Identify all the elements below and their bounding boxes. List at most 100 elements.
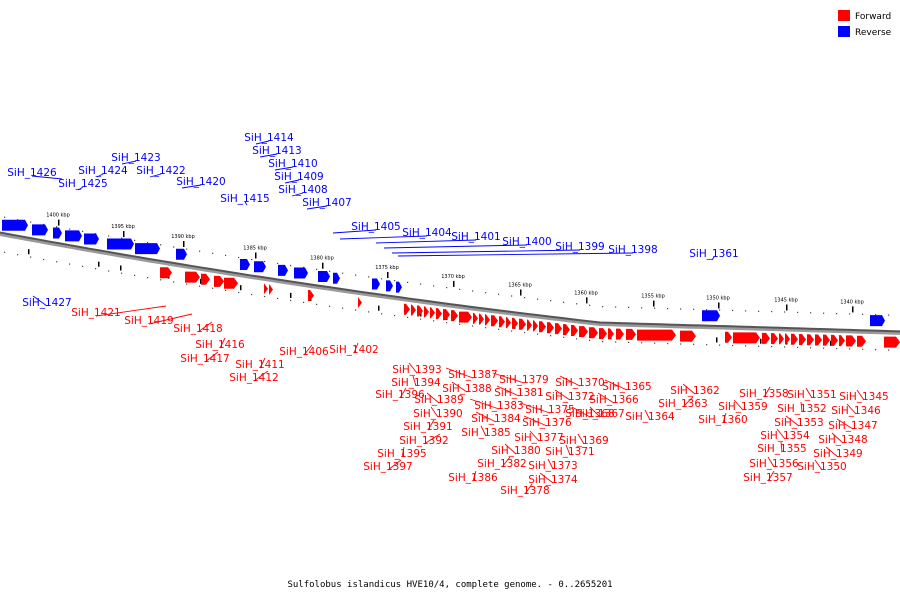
label-connector <box>253 370 269 382</box>
ruler-dot <box>56 261 58 263</box>
gene-arrow <box>791 333 798 345</box>
gene-label: SiH_1421 <box>71 307 120 319</box>
gene-arrow <box>506 317 511 329</box>
ruler-dot <box>680 343 682 345</box>
gene-arrow <box>185 271 200 283</box>
ruler-dot <box>251 258 253 261</box>
gene-label: SiH_1384 <box>471 413 521 425</box>
ruler-dot <box>82 265 84 267</box>
ruler-dot <box>485 327 487 329</box>
ruler-dot <box>485 292 487 294</box>
gene-label: SiH_1356 <box>749 458 799 470</box>
gene-label: SiH_1348 <box>818 434 867 446</box>
ruler-dot <box>602 341 604 343</box>
ruler-dot <box>82 230 84 232</box>
scale-label: 1400 kbp <box>46 213 70 219</box>
ruler-dot <box>732 344 734 347</box>
label-connector <box>197 321 213 333</box>
gene-label: SiH_1412 <box>229 372 278 384</box>
ruler-dot <box>277 262 279 265</box>
ruler-dot <box>537 298 539 300</box>
backbone-shadow <box>0 233 900 335</box>
ruler-dot <box>641 307 643 309</box>
ruler-dot <box>303 266 305 268</box>
ruler-dot <box>654 307 656 309</box>
scale-label: 1345 kbp <box>774 298 798 304</box>
gene-label: SiH_1369 <box>559 435 608 447</box>
label-connector <box>427 419 435 431</box>
ruler-dot <box>17 254 19 256</box>
ruler-dot <box>199 250 201 252</box>
legend-forward-label: Forward <box>855 12 891 22</box>
label-connector <box>399 387 407 399</box>
ruler-dot <box>472 290 474 292</box>
gene-arrow <box>459 311 472 323</box>
label-connector <box>303 344 313 356</box>
minor-tick <box>760 338 762 344</box>
gene-label: SiH_1352 <box>777 403 826 415</box>
ruler-dot <box>615 306 617 308</box>
label-connector <box>805 387 813 399</box>
ruler-dot <box>433 285 435 287</box>
label-connector <box>353 342 359 354</box>
ruler-dot <box>667 343 669 345</box>
gene-arrow <box>436 308 442 320</box>
ruler-dot <box>524 297 526 299</box>
label-connector <box>504 443 517 455</box>
label-connector <box>501 456 511 468</box>
gene-arrow <box>386 280 393 292</box>
scale-tick <box>718 302 720 309</box>
ruler-dot <box>862 348 864 350</box>
gene-label: SiH_1359 <box>718 401 767 413</box>
ruler-dot <box>732 309 734 312</box>
gene-label: SiH_1366 <box>589 394 639 406</box>
gene-label: SiH_1409 <box>274 171 323 183</box>
gene-label: SiH_1380 <box>491 445 540 457</box>
label-connector <box>77 186 84 191</box>
ruler-dot <box>758 345 760 347</box>
gene-arrow <box>616 328 624 340</box>
ruler-dot <box>641 342 643 344</box>
label-connector <box>332 229 377 234</box>
ruler-dot <box>368 311 370 313</box>
ruler-dot <box>342 307 344 309</box>
ruler-dot <box>95 268 97 270</box>
label-connector <box>244 201 248 206</box>
scale-tick <box>453 280 455 287</box>
label-connector <box>644 409 651 421</box>
ruler-dot <box>251 293 253 296</box>
gene-arrow <box>372 278 380 290</box>
minor-tick <box>716 337 718 343</box>
ruler-dot <box>576 338 578 340</box>
ruler-dot <box>693 308 695 310</box>
minor-tick <box>378 305 380 311</box>
gene-arrows <box>2 219 900 348</box>
ruler-dot <box>238 256 240 259</box>
ruler-dot <box>407 281 409 283</box>
label-connector <box>430 406 439 418</box>
label-connector <box>274 166 294 171</box>
ruler-dot <box>589 304 591 306</box>
gene-label: SiH_1419 <box>124 315 173 327</box>
ruler-dot <box>186 283 188 285</box>
ruler-dot <box>810 312 812 314</box>
ruler-dot <box>160 244 162 246</box>
ruler-dot <box>433 320 435 322</box>
label-connector <box>423 433 441 445</box>
scale-label: 1390 kbp <box>171 234 195 240</box>
scale-label: 1350 kbp <box>706 296 730 302</box>
scale-tick <box>322 262 324 269</box>
gene-arrow <box>563 324 570 336</box>
label-connector <box>148 313 193 325</box>
gene-arrow <box>2 219 28 231</box>
legend-forward-swatch <box>838 10 850 21</box>
gene-arrow <box>519 318 526 330</box>
gene-arrow <box>831 334 838 346</box>
ruler-dot <box>147 242 149 244</box>
gene-arrow <box>608 328 614 340</box>
gene-label: SiH_1406 <box>279 346 329 358</box>
gene-label: SiH_1387 <box>448 369 497 381</box>
gene-label: SiH_1373 <box>528 460 577 472</box>
gene-arrow <box>680 330 696 342</box>
ruler-dot <box>30 221 32 223</box>
